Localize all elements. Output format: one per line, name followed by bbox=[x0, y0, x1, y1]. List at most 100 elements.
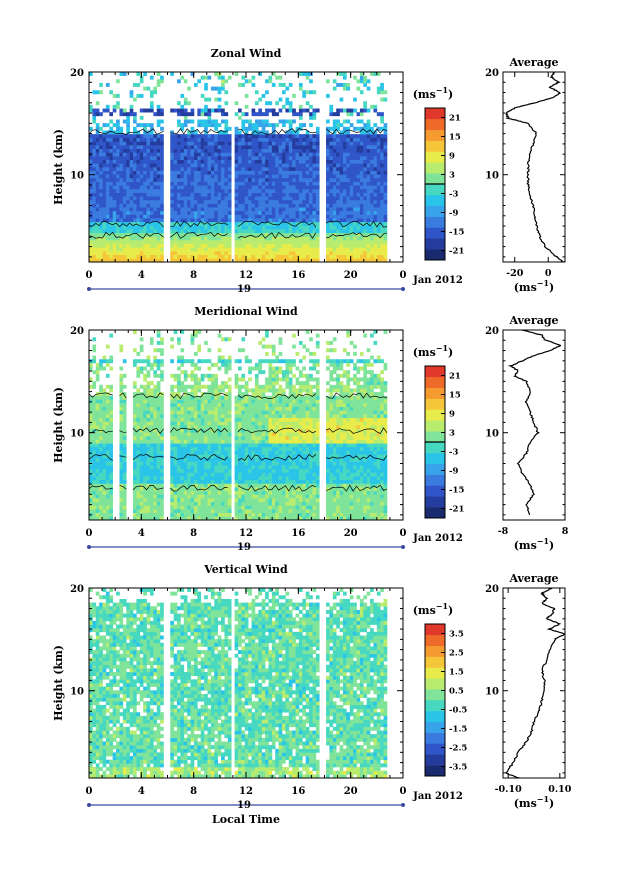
heatmap-cell bbox=[282, 137, 286, 142]
heatmap-cell bbox=[133, 439, 137, 444]
heatmap-cell bbox=[129, 174, 134, 179]
heatmap-cell bbox=[383, 229, 388, 234]
heatmap-cell bbox=[156, 505, 161, 510]
heatmap-cell bbox=[370, 174, 374, 179]
heatmap-cell bbox=[95, 254, 100, 259]
heatmap-cell bbox=[295, 199, 300, 204]
heatmap-cell bbox=[380, 229, 384, 234]
heatmap-cell bbox=[139, 494, 144, 499]
heatmap-cell bbox=[339, 207, 344, 212]
heatmap-cell bbox=[99, 403, 103, 408]
heatmap-cell bbox=[359, 72, 364, 76]
heatmap-cell bbox=[295, 254, 300, 259]
heatmap-cell bbox=[336, 123, 340, 128]
heatmap-cell bbox=[210, 414, 215, 418]
heatmap-cell bbox=[116, 188, 120, 193]
heatmap-cell bbox=[326, 167, 330, 171]
heatmap-cell bbox=[119, 377, 124, 382]
heatmap-cell bbox=[95, 210, 100, 215]
heatmap-cell bbox=[207, 75, 212, 80]
heatmap-cell bbox=[204, 141, 208, 146]
heatmap-cell bbox=[183, 170, 188, 175]
heatmap-cell bbox=[143, 243, 147, 248]
heatmap-cell bbox=[190, 425, 195, 429]
heatmap-cell bbox=[173, 417, 178, 422]
heatmap-cell bbox=[258, 196, 263, 201]
heatmap-cell bbox=[210, 450, 215, 455]
heatmap-cell bbox=[187, 501, 191, 506]
heatmap-cell bbox=[356, 86, 361, 91]
heatmap-cell bbox=[315, 126, 320, 131]
heatmap-cell bbox=[95, 137, 100, 142]
heatmap-cell bbox=[200, 185, 205, 190]
heatmap-cell bbox=[133, 203, 137, 208]
heatmap-cell bbox=[173, 494, 178, 499]
heatmap-cell bbox=[92, 141, 97, 146]
heatmap-cell bbox=[353, 152, 357, 157]
heatmap-cell bbox=[295, 229, 300, 234]
heatmap-cell bbox=[241, 188, 246, 193]
heatmap-cell bbox=[149, 130, 154, 135]
heatmap-cell bbox=[356, 247, 361, 252]
heatmap-cell bbox=[315, 258, 320, 263]
heatmap-cell bbox=[221, 483, 225, 488]
heatmap-cell bbox=[180, 461, 185, 466]
heatmap-cell bbox=[197, 501, 202, 506]
heatmap-cell bbox=[326, 225, 330, 230]
heatmap-cell bbox=[170, 479, 174, 484]
heatmap-cell bbox=[156, 403, 161, 408]
heatmap-cell bbox=[146, 443, 151, 448]
heatmap-cell bbox=[197, 417, 202, 422]
heatmap-cell bbox=[112, 210, 117, 215]
heatmap-cell bbox=[170, 509, 174, 513]
heatmap-cell bbox=[126, 156, 130, 160]
heatmap-cell bbox=[380, 134, 384, 139]
heatmap-cell bbox=[190, 432, 195, 437]
heatmap-cell bbox=[373, 199, 378, 204]
heatmap-cell bbox=[99, 232, 103, 237]
heatmap-cell bbox=[373, 104, 378, 109]
heatmap-cell bbox=[336, 207, 340, 212]
heatmap-cell bbox=[332, 258, 337, 263]
heatmap-cell bbox=[170, 156, 174, 160]
heatmap-cell bbox=[143, 457, 147, 462]
heatmap-cell bbox=[315, 156, 320, 160]
heatmap-cell bbox=[298, 148, 303, 153]
heatmap-cell bbox=[89, 490, 93, 495]
heatmap-cell bbox=[153, 465, 158, 470]
heatmap-cell bbox=[298, 159, 303, 164]
heatmap-cell bbox=[133, 225, 137, 230]
heatmap-cell bbox=[336, 167, 340, 171]
heatmap-cell bbox=[143, 487, 147, 492]
heatmap-cell bbox=[149, 181, 154, 186]
heatmap-cell bbox=[204, 137, 208, 142]
heatmap-cell bbox=[295, 134, 300, 139]
heatmap-cell bbox=[336, 145, 340, 150]
heatmap-cell bbox=[92, 494, 97, 499]
heatmap-cell bbox=[248, 163, 252, 168]
heatmap-cell bbox=[271, 247, 276, 252]
heatmap-cell bbox=[116, 236, 120, 241]
heatmap-cell bbox=[122, 210, 127, 215]
heatmap-cell bbox=[295, 167, 300, 171]
heatmap-cell bbox=[292, 221, 296, 226]
heatmap-cell bbox=[200, 207, 205, 212]
heatmap-cell bbox=[366, 130, 371, 135]
heatmap-cell bbox=[214, 487, 218, 492]
heatmap-cell bbox=[288, 152, 293, 157]
heatmap-cell bbox=[207, 115, 212, 120]
heatmap-cell bbox=[153, 185, 158, 190]
heatmap-cell bbox=[326, 177, 330, 182]
heatmap-cell bbox=[156, 185, 161, 190]
heatmap-cell bbox=[129, 243, 134, 248]
heatmap-cell bbox=[305, 210, 310, 215]
heatmap-cell bbox=[197, 174, 202, 179]
heatmap-cell bbox=[197, 229, 202, 234]
heatmap-cell bbox=[126, 181, 130, 186]
heatmap-cell bbox=[89, 483, 93, 488]
heatmap-cell bbox=[122, 159, 127, 164]
heatmap-cell bbox=[261, 254, 266, 259]
heatmap-cell bbox=[204, 159, 208, 164]
heatmap-cell bbox=[285, 229, 290, 234]
heatmap-cell bbox=[210, 403, 215, 408]
